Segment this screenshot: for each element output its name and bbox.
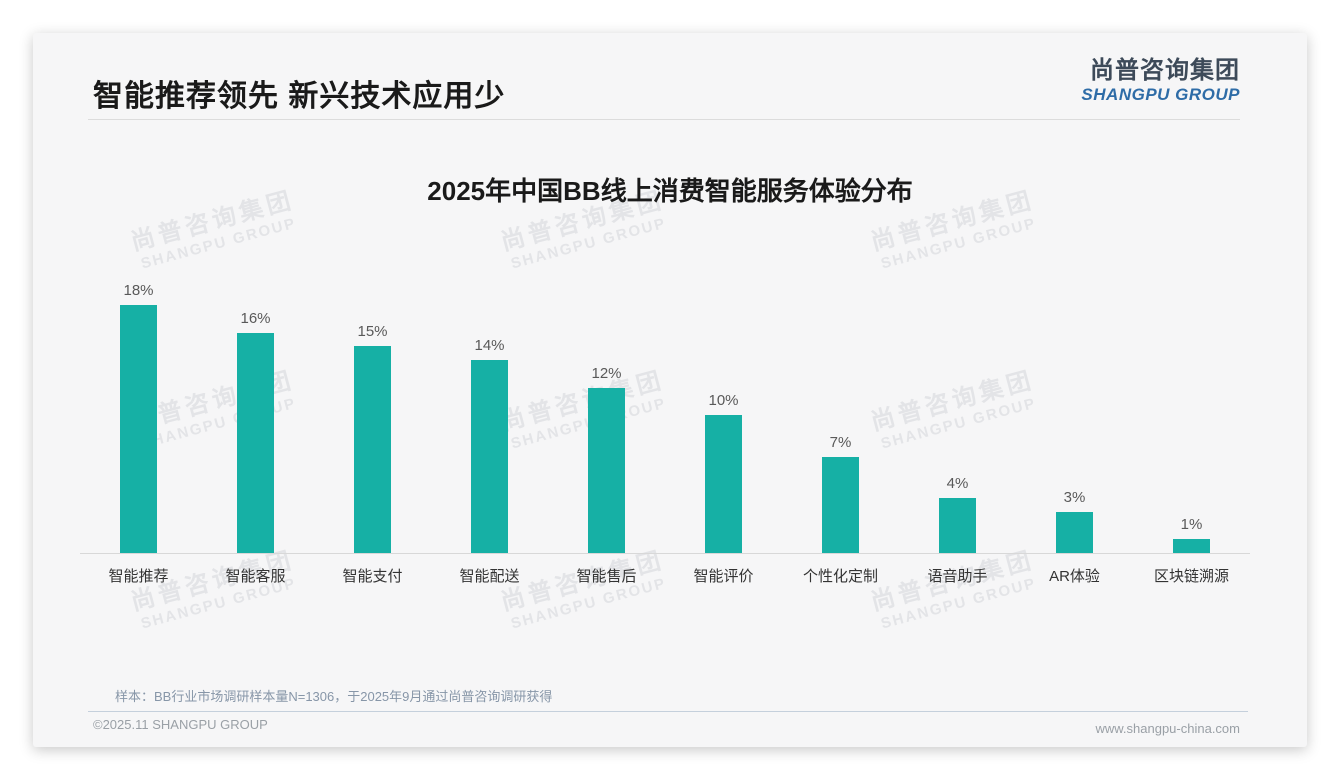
bar-category-label: 语音助手 bbox=[927, 568, 988, 585]
category-labels-row: 智能推荐 智能客服 智能支付 智能配送 智能售后 智能评价 个性化定制 语音助手 AR体验 区块链… bbox=[80, 565, 1250, 586]
bar bbox=[237, 333, 274, 553]
bar-column: 14% bbox=[431, 337, 548, 553]
bar-column: 16% bbox=[197, 310, 314, 553]
bar-category-label: 智能支付 bbox=[342, 568, 403, 585]
logo-english-text: SHANGPU GROUP bbox=[1081, 84, 1240, 104]
bar bbox=[588, 388, 625, 553]
bar-value-label: 12% bbox=[591, 365, 622, 382]
bar-category-label: 智能售后 bbox=[576, 568, 637, 585]
logo-chinese-text: 尚普咨询集团 bbox=[1090, 57, 1240, 84]
sample-note: 样本：BB行业市场调研样本量N=1306，于2025年9月通过尚普咨询调研获得 bbox=[115, 689, 553, 704]
bar-column: 1% bbox=[1133, 516, 1250, 553]
bar-value-label: 15% bbox=[357, 323, 388, 340]
bar bbox=[705, 415, 742, 553]
bar-value-label: 4% bbox=[946, 475, 969, 492]
header-divider bbox=[88, 119, 1240, 120]
bar bbox=[822, 457, 859, 553]
bar-value-label: 16% bbox=[240, 310, 271, 327]
x-axis-line bbox=[80, 553, 1250, 554]
bar-value-label: 18% bbox=[123, 282, 154, 299]
bar bbox=[471, 360, 508, 553]
bar-column: 12% bbox=[548, 365, 665, 553]
bar bbox=[939, 498, 976, 553]
bar-category-label: AR体验 bbox=[1049, 568, 1100, 585]
bar bbox=[120, 305, 157, 553]
bar-category-label: 智能配送 bbox=[459, 568, 520, 585]
bar-column: 7% bbox=[782, 434, 899, 553]
bar-chart: 18% 16% 15% 14% 12% 10% 7% 4% 3% 1% 智能推荐 智能客服 智能支付智… bbox=[80, 33, 1250, 747]
bar bbox=[1056, 512, 1093, 553]
bar bbox=[354, 346, 391, 553]
bar-category-label: 智能推荐 bbox=[108, 568, 169, 585]
page-title: 智能推荐领先 新兴技术应用少 bbox=[93, 80, 506, 113]
bar-category-label: 智能客服 bbox=[225, 568, 286, 585]
bar-value-label: 1% bbox=[1180, 516, 1203, 533]
slide-card: 尚普咨询集团 SHANGPU GROUP 尚普咨询集团 SHANGPU GROUP 尚普… bbox=[33, 33, 1307, 747]
bar-value-label: 10% bbox=[708, 392, 739, 409]
bars-container: 18% 16% 15% 14% 12% 10% 7% 4% 3% 1% bbox=[80, 263, 1250, 553]
footer-divider bbox=[88, 711, 1248, 712]
bar-value-label: 14% bbox=[474, 337, 505, 354]
chart-title: 2025年中国BB线上消费智能服务体验分布 bbox=[427, 176, 913, 206]
copyright-text: ©2025.11 SHANGPU GROUP bbox=[93, 717, 268, 732]
bar-column: 18% bbox=[80, 282, 197, 553]
bar bbox=[1173, 539, 1210, 553]
bar-value-label: 7% bbox=[829, 434, 852, 451]
bar-value-label: 3% bbox=[1063, 489, 1086, 506]
bar-column: 10% bbox=[665, 392, 782, 553]
company-logo: 尚普咨询集团 SHANGPU GROUP bbox=[1081, 57, 1240, 104]
bar-category-label: 个性化定制 bbox=[802, 568, 878, 585]
bar-category-label: 智能评价 bbox=[693, 568, 754, 585]
bar-column: 4% bbox=[899, 475, 1016, 553]
bar-column: 3% bbox=[1016, 489, 1133, 553]
bar-column: 15% bbox=[314, 323, 431, 553]
website-url: www.shangpu-china.com bbox=[1095, 721, 1240, 736]
bar-category-label: 区块链溯源 bbox=[1153, 568, 1229, 585]
